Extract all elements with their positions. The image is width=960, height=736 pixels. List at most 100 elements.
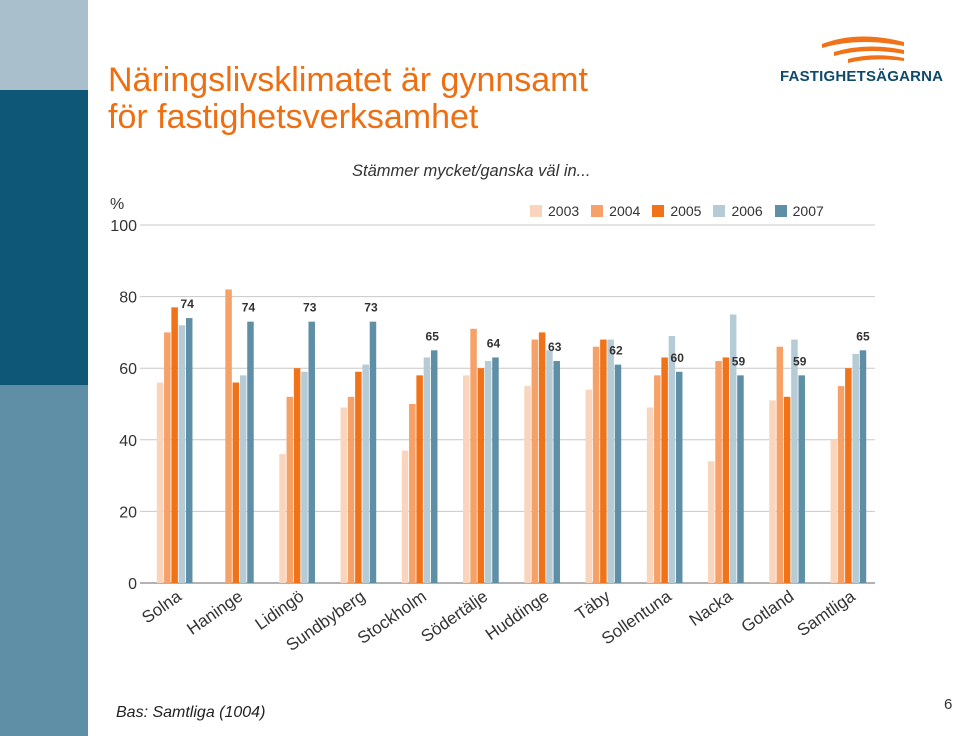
y-tick-label: 40 — [119, 433, 137, 450]
slide-title: Näringslivsklimatet är gynnsamt för fast… — [108, 62, 588, 136]
data-label: 59 — [793, 354, 807, 368]
legend-item-2004: 2004 — [591, 203, 640, 219]
bar-2004-7 — [592, 346, 600, 583]
logo-wing-icon — [822, 36, 904, 63]
bar-2004-0 — [164, 332, 171, 583]
bar-2005-6 — [538, 332, 546, 583]
bar-2003-2 — [279, 454, 286, 583]
bar-2006-3 — [362, 364, 369, 583]
y-tick-label: 20 — [119, 504, 137, 521]
data-label: 64 — [487, 336, 501, 350]
legend-swatch — [530, 205, 542, 217]
bar-2006-10 — [791, 339, 798, 583]
bar-2007-7 — [614, 364, 622, 583]
bar-2004-2 — [286, 396, 294, 583]
bar-2006-7 — [607, 339, 614, 583]
bar-2006-8 — [668, 335, 676, 583]
data-label: 62 — [609, 344, 623, 358]
bar-2006-6 — [546, 350, 553, 583]
legend-swatch — [591, 205, 604, 217]
y-tick-label: 0 — [128, 576, 137, 593]
sidebar-band-middle — [0, 90, 88, 385]
legend-label: 2003 — [548, 203, 580, 219]
bar-2007-8 — [675, 371, 683, 583]
data-label: 63 — [548, 340, 562, 354]
legend-label: 2004 — [609, 203, 641, 219]
x-tick-label: Sollentuna — [598, 586, 675, 648]
bar-2007-2 — [308, 321, 315, 583]
data-label: 73 — [364, 301, 378, 315]
bar-2004-5 — [470, 328, 477, 583]
x-tick-label: Haninge — [183, 587, 246, 639]
x-tick-label: Täby — [572, 586, 614, 624]
legend-item-2006: 2006 — [713, 203, 763, 219]
bar-2006-5 — [484, 361, 492, 583]
bar-2004-10 — [776, 346, 784, 583]
bar-2005-0 — [171, 307, 178, 583]
x-tick-label: Södertälje — [418, 587, 492, 646]
bar-2004-3 — [347, 396, 355, 583]
bar-2006-4 — [423, 357, 431, 583]
x-tick-label: Huddinge — [482, 587, 553, 644]
bar-2007-10 — [798, 375, 805, 583]
bar-2004-8 — [654, 375, 661, 583]
data-label: 60 — [671, 351, 685, 365]
bar-2006-11 — [852, 353, 859, 583]
chart-subtitle: Stämmer mycket/ganska väl in... — [352, 162, 591, 180]
sidebar-decoration — [0, 0, 88, 736]
x-tick-label: Solna — [138, 586, 185, 627]
bar-2004-9 — [715, 361, 722, 583]
bar-2007-9 — [737, 375, 744, 583]
data-label: 65 — [426, 329, 440, 343]
bar-2007-4 — [430, 350, 438, 583]
chart-legend: 2003 2004 2005 2006 2007 — [530, 201, 836, 221]
bar-2005-1 — [232, 382, 240, 583]
data-label: 74 — [242, 301, 256, 315]
legend-swatch — [774, 205, 787, 217]
bar-2005-10 — [783, 396, 791, 583]
bar-2003-8 — [646, 407, 654, 583]
bar-2003-9 — [708, 461, 715, 583]
bar-2003-5 — [463, 375, 470, 583]
slide-title-line2: för fastighetsverksamhet — [108, 98, 479, 136]
bar-2003-7 — [585, 389, 593, 583]
legend-label: 2006 — [731, 203, 763, 219]
bar-2006-1 — [239, 375, 247, 583]
bar-2007-0 — [185, 318, 193, 583]
bar-2003-3 — [340, 407, 348, 583]
bar-2004-6 — [531, 339, 539, 583]
bar-2005-7 — [600, 339, 607, 583]
x-tick-label: Samtliga — [794, 586, 860, 640]
y-tick-label: 60 — [119, 361, 137, 378]
x-tick-label: Stockholm — [354, 587, 430, 648]
legend-label: 2005 — [670, 203, 702, 219]
legend-item-2005: 2005 — [652, 203, 701, 219]
x-tick-label: Nacka — [686, 586, 737, 630]
bar-2006-2 — [301, 371, 308, 583]
bar-2005-9 — [722, 357, 730, 583]
data-label: 59 — [732, 354, 746, 368]
bar-2003-10 — [769, 400, 776, 583]
bar-2004-4 — [409, 404, 416, 583]
bar-2004-11 — [837, 386, 845, 583]
bar-2003-0 — [156, 382, 164, 583]
sidebar-band-bottom — [0, 385, 88, 736]
bar-2005-11 — [845, 368, 852, 583]
bar-2006-0 — [178, 325, 186, 583]
slide-title-line1: Näringslivsklimatet är gynnsamt — [108, 61, 588, 99]
bar-2003-11 — [830, 439, 838, 583]
legend-item-2007: 2007 — [774, 203, 824, 219]
bar-2005-8 — [661, 357, 668, 583]
logo-wordmark: FASTIGHETSÄGARNA — [780, 68, 944, 85]
data-label: 73 — [303, 301, 317, 315]
fastighetsagarna-logo: FASTIGHETSÄGARNA — [780, 32, 945, 87]
legend-swatch — [652, 205, 665, 217]
legend-label: 2007 — [792, 203, 824, 219]
bar-2007-3 — [369, 321, 377, 583]
basis-note: Bas: Samtliga (1004) — [116, 704, 266, 721]
bar-2007-11 — [859, 350, 867, 583]
y-tick-label: 80 — [119, 290, 137, 307]
bar-2007-6 — [553, 361, 560, 583]
legend-item-2003: 2003 — [530, 203, 579, 219]
